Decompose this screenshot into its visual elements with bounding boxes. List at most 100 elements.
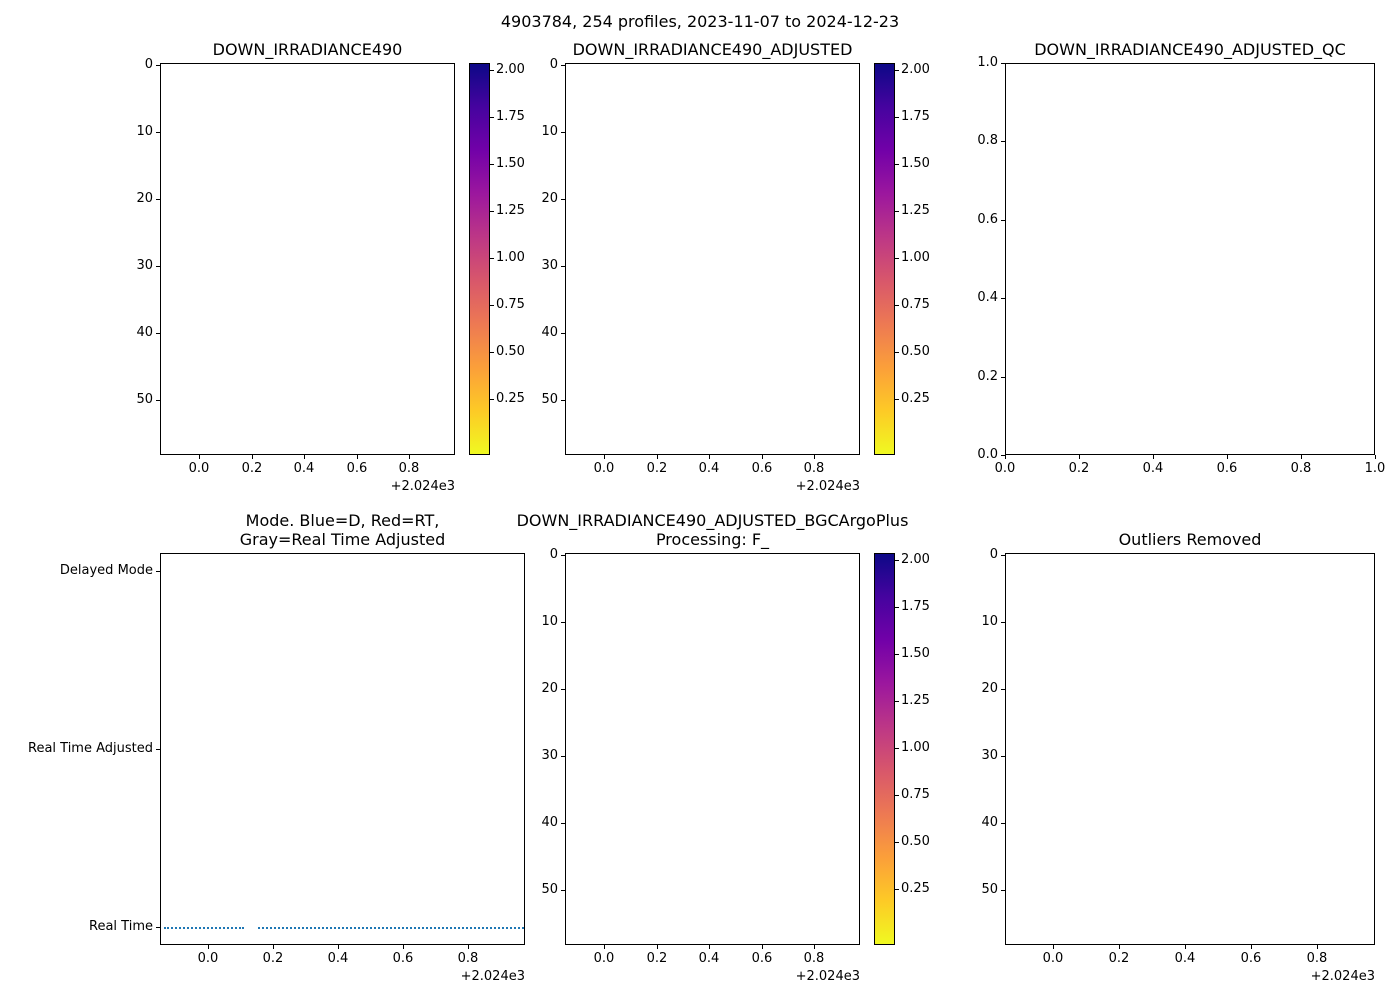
x-tick-label: 0.6 bbox=[392, 951, 414, 966]
x-tick-mark bbox=[762, 945, 763, 949]
x-axis-offset-label: +2.024e3 bbox=[1310, 969, 1375, 984]
x-tick-label: 0.0 bbox=[1042, 951, 1064, 966]
colorbar-tick-mark bbox=[895, 560, 899, 561]
y-tick-label: 10 bbox=[541, 124, 558, 139]
x-tick-mark bbox=[709, 455, 710, 459]
colorbar-tick-mark bbox=[490, 258, 494, 259]
y-tick-mark bbox=[561, 333, 565, 334]
colorbar-tick-label: 0.50 bbox=[901, 344, 930, 359]
colorbar-tick-label: 1.50 bbox=[901, 156, 930, 171]
x-tick-label: 0.0 bbox=[188, 461, 210, 476]
x-tick-label: 0.2 bbox=[646, 951, 668, 966]
colorbar-tick-mark bbox=[895, 352, 899, 353]
x-tick-mark bbox=[604, 945, 605, 949]
y-tick-label: 0.6 bbox=[977, 212, 998, 227]
y-tick-label: 0 bbox=[989, 547, 998, 562]
colorbar-tick-label: 0.75 bbox=[901, 787, 930, 802]
x-tick-label: 0.2 bbox=[1108, 951, 1130, 966]
y-tick-mark bbox=[156, 132, 160, 133]
y-tick-label: 40 bbox=[981, 815, 998, 830]
x-tick-label: 0.0 bbox=[994, 461, 1016, 476]
y-tick-mark bbox=[1001, 377, 1005, 378]
x-tick-mark bbox=[199, 455, 200, 459]
title-mode-line1: Mode. Blue=D, Red=RT, bbox=[245, 511, 440, 530]
colorbar-tick-label: 0.75 bbox=[901, 297, 930, 312]
y-tick-label: 20 bbox=[981, 681, 998, 696]
y-tick-mark bbox=[156, 571, 160, 572]
colorbar-tick-mark bbox=[490, 211, 494, 212]
y-tick-label: 30 bbox=[136, 258, 153, 273]
y-tick-label: 40 bbox=[136, 325, 153, 340]
y-tick-label: 50 bbox=[981, 882, 998, 897]
colorbar-bgcargoplus bbox=[874, 553, 895, 945]
title-bgcargoplus-line2: Processing: F_ bbox=[655, 530, 770, 549]
x-tick-mark bbox=[814, 945, 815, 949]
y-tick-mark bbox=[561, 756, 565, 757]
y-tick-label: 10 bbox=[981, 614, 998, 629]
x-tick-mark bbox=[357, 455, 358, 459]
colorbar-down-irradiance490-adjusted bbox=[874, 63, 895, 455]
x-tick-mark bbox=[762, 455, 763, 459]
colorbar-tick-label: 2.00 bbox=[901, 62, 930, 77]
y-tick-label: 30 bbox=[541, 748, 558, 763]
y-tick-mark bbox=[561, 400, 565, 401]
x-tick-label: 0.2 bbox=[646, 461, 668, 476]
x-tick-label: 0.6 bbox=[751, 951, 773, 966]
title-bgcargoplus-line1: DOWN_IRRADIANCE490_ADJUSTED_BGCArgoPlus bbox=[516, 511, 909, 530]
y-tick-label: 0 bbox=[549, 57, 558, 72]
x-tick-mark bbox=[1005, 455, 1006, 459]
x-tick-mark bbox=[1119, 945, 1120, 949]
colorbar-tick-label: 0.50 bbox=[901, 834, 930, 849]
y-tick-mark bbox=[1001, 689, 1005, 690]
y-tick-label: 40 bbox=[541, 815, 558, 830]
y-tick-mark bbox=[1001, 890, 1005, 891]
y-tick-mark bbox=[156, 199, 160, 200]
x-tick-mark bbox=[1301, 455, 1302, 459]
colorbar-tick-mark bbox=[895, 70, 899, 71]
axes-down-irradiance490-adjusted: DOWN_IRRADIANCE490_ADJUSTED bbox=[565, 40, 860, 455]
y-tick-label: 50 bbox=[541, 882, 558, 897]
colorbar-tick-label: 1.50 bbox=[496, 156, 525, 171]
x-tick-mark bbox=[1317, 945, 1318, 949]
colorbar-tick-mark bbox=[895, 842, 899, 843]
colorbar-tick-label: 1.00 bbox=[496, 250, 525, 265]
y-tick-mark bbox=[1001, 63, 1005, 64]
y-tick-label: 50 bbox=[541, 392, 558, 407]
y-tick-label: Real Time Adjusted bbox=[28, 741, 153, 756]
x-tick-mark bbox=[409, 455, 410, 459]
x-axis-offset-label: +2.024e3 bbox=[795, 479, 860, 494]
y-tick-mark bbox=[1001, 220, 1005, 221]
x-tick-label: 0.6 bbox=[346, 461, 368, 476]
x-tick-mark bbox=[814, 455, 815, 459]
colorbar-tick-label: 0.75 bbox=[496, 297, 525, 312]
y-tick-label: 50 bbox=[136, 392, 153, 407]
colorbar-tick-label: 2.00 bbox=[496, 62, 525, 77]
colorbar-tick-mark bbox=[895, 889, 899, 890]
x-tick-label: 0.4 bbox=[1174, 951, 1196, 966]
x-tick-label: 0.4 bbox=[1142, 461, 1164, 476]
colorbar-tick-mark bbox=[895, 117, 899, 118]
x-axis-offset-label: +2.024e3 bbox=[390, 479, 455, 494]
x-tick-label: 0.2 bbox=[1068, 461, 1090, 476]
x-tick-label: 0.4 bbox=[698, 461, 720, 476]
colorbar-tick-mark bbox=[895, 607, 899, 608]
y-tick-label: 0.0 bbox=[977, 447, 998, 462]
mode-realtime-line-segment-2 bbox=[258, 927, 524, 929]
colorbar-tick-label: 1.25 bbox=[901, 203, 930, 218]
colorbar-tick-label: 1.50 bbox=[901, 646, 930, 661]
colorbar-tick-mark bbox=[490, 305, 494, 306]
axes-mode: Mode. Blue=D, Red=RT, Gray=Real Time Adj… bbox=[160, 511, 525, 945]
x-tick-mark bbox=[1153, 455, 1154, 459]
y-tick-label: 0 bbox=[144, 57, 153, 72]
colorbar-tick-mark bbox=[895, 748, 899, 749]
mode-realtime-line-segment-1 bbox=[164, 927, 244, 929]
y-tick-label: 40 bbox=[541, 325, 558, 340]
x-tick-label: 0.8 bbox=[398, 461, 420, 476]
x-tick-label: 0.2 bbox=[241, 461, 263, 476]
y-tick-label: 30 bbox=[981, 748, 998, 763]
colorbar-tick-mark bbox=[490, 164, 494, 165]
y-tick-mark bbox=[561, 266, 565, 267]
x-tick-mark bbox=[657, 945, 658, 949]
x-tick-label: 0.4 bbox=[327, 951, 349, 966]
y-tick-mark bbox=[1001, 555, 1005, 556]
